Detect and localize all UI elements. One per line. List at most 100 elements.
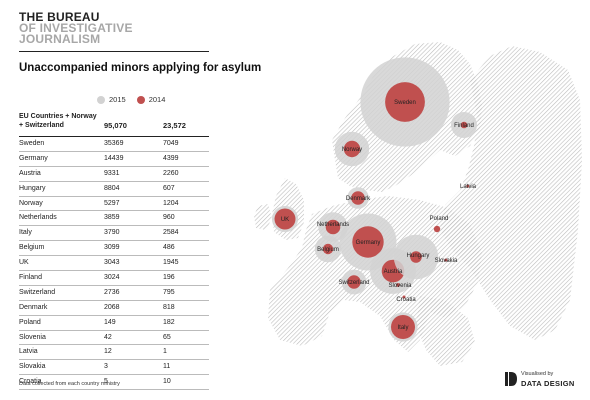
map-label-poland: Poland xyxy=(430,216,449,222)
header-rule xyxy=(19,51,209,52)
map-label-switzerland: Switzerland xyxy=(338,280,369,286)
legend-swatch-2014 xyxy=(136,95,145,104)
table-cell-v2015: 9331 xyxy=(104,169,120,177)
table-cell-country: Slovenia xyxy=(19,333,46,341)
table-cell-v2014: 7049 xyxy=(163,140,179,147)
table-cell-v2014: 11 xyxy=(163,363,171,371)
bubble-2014-netherlands xyxy=(325,219,341,235)
table-cell-v2014: 2584 xyxy=(163,229,179,237)
map-label-germany: Germany xyxy=(356,240,381,246)
table-row-netherlands: Netherlands 3859 960 xyxy=(19,211,209,227)
table-cell-v2014: 4399 xyxy=(163,154,179,162)
map-label-austria: Austria xyxy=(384,269,403,275)
table-row-switzerland: Switzerland 2736 795 xyxy=(19,286,209,301)
bubble-finland xyxy=(451,112,477,138)
map-label-uk: UK xyxy=(281,217,289,223)
table-cell-v2015: 5 xyxy=(104,378,108,386)
bubble-netherlands xyxy=(318,212,348,242)
table-cell-v2015: 3024 xyxy=(104,274,120,282)
legend-label-2015: 2015 xyxy=(109,95,126,104)
table-row-croatia: Croatia 5 10 xyxy=(19,375,209,391)
table-row-poland: Poland 149 182 xyxy=(19,316,209,331)
bubble-2014-germany xyxy=(352,226,384,258)
data-design-logo-icon xyxy=(505,372,517,386)
table-cell-v2015: 3859 xyxy=(104,214,120,222)
bubble-layer xyxy=(271,57,477,342)
table-cell-v2015: 8804 xyxy=(104,184,120,192)
table-cell-v2014: 196 xyxy=(163,274,175,282)
table-cell-country: UK xyxy=(19,259,29,267)
bubble-2014-latvia xyxy=(466,184,470,188)
table-cell-country: Italy xyxy=(19,229,32,237)
bubble-latvia xyxy=(466,184,470,188)
table-cell-country: Netherlands xyxy=(19,214,57,222)
footer-note: Data collected from each country ministr… xyxy=(19,381,120,387)
bubble-2014-italy xyxy=(391,315,415,339)
table-cell-v2014: 1945 xyxy=(163,259,179,267)
bubble-2014-norway xyxy=(343,140,361,158)
data-table: EU Countries + Norway + Switzerland 95,0… xyxy=(19,112,209,391)
total-2015: 95,070 xyxy=(104,121,127,130)
map-label-finland: Finland xyxy=(454,123,474,129)
bubble-slovakia xyxy=(444,258,448,262)
table-cell-v2014: 818 xyxy=(163,303,175,311)
bubble-switzerland xyxy=(341,269,367,295)
table-cell-country: Finland xyxy=(19,274,42,282)
page-title: Unaccompanied minors applying for asylum xyxy=(19,62,262,74)
table-cell-v2014: 1204 xyxy=(163,199,179,207)
bubble-uk xyxy=(271,205,299,233)
map-label-latvia: Latvia xyxy=(460,184,477,190)
map-label-hungary: Hungary xyxy=(407,253,430,259)
table-cell-v2014: 486 xyxy=(163,244,175,252)
table-row-belgium: Belgium 3099 486 xyxy=(19,241,209,257)
total-2014: 23,572 xyxy=(163,121,186,130)
bubble-croatia xyxy=(402,295,406,299)
table-cell-country: Hungary xyxy=(19,184,46,192)
table-row-hungary: Hungary 8804 607 xyxy=(19,182,209,197)
table-row-italy: Italy 3790 2584 xyxy=(19,226,209,242)
map-label-sweden: Sweden xyxy=(394,100,416,106)
map-label-belgium: Belgium xyxy=(317,247,339,253)
bubble-poland xyxy=(433,225,441,233)
table-row-germany: Germany 14439 4399 xyxy=(19,152,209,167)
map-label-italy: Italy xyxy=(397,325,408,331)
bubble-norway xyxy=(334,131,370,167)
map-label-norway: Norway xyxy=(342,147,362,153)
brand-line-3: JOURNALISM xyxy=(19,32,101,46)
bubble-2014-hungary xyxy=(410,251,422,263)
legend-item-2015: 2015 xyxy=(97,95,126,104)
bubble-2014-denmark xyxy=(351,191,365,205)
table-cell-v2015: 35369 xyxy=(104,140,124,147)
legend-item-2014: 2014 xyxy=(136,95,165,104)
table-row-denmark: Denmark 2068 818 xyxy=(19,301,209,316)
bubble-2014-slovakia xyxy=(444,258,448,262)
bubble-sweden xyxy=(360,57,450,147)
bubble-2014-uk xyxy=(274,208,296,230)
bubble-2014-sweden xyxy=(385,82,425,122)
table-cell-v2014: 607 xyxy=(163,184,175,192)
table-cell-v2015: 3099 xyxy=(104,244,120,252)
table-row-norway: Norway 5297 1204 xyxy=(19,197,209,212)
table-row-sweden: Sweden 35369 7049 xyxy=(19,137,209,152)
table-cell-v2014: 795 xyxy=(163,288,175,296)
map-label-slovakia: Slovakia xyxy=(435,258,458,264)
legend: 2015 2014 xyxy=(97,95,176,104)
bubble-2014-poland xyxy=(433,225,441,233)
table-cell-v2014: 182 xyxy=(163,318,175,326)
map-label-netherlands: Netherlands xyxy=(317,222,349,228)
table-body: Sweden 35369 7049 Germany 14439 4399 Austria 93… xyxy=(19,137,209,391)
map-label-slovenia: Slovenia xyxy=(388,283,412,289)
brand-line-1: THE BUREAU xyxy=(19,10,100,24)
table-cell-country: Austria xyxy=(19,169,41,177)
table-row-latvia: Latvia 12 1 xyxy=(19,345,209,361)
table-cell-v2015: 42 xyxy=(104,333,112,341)
table-cell-v2015: 5297 xyxy=(104,199,120,207)
table-cell-country: Latvia xyxy=(19,348,38,356)
table-cell-country: Poland xyxy=(19,318,41,326)
table-cell-v2015: 2736 xyxy=(104,288,120,296)
bubble-denmark xyxy=(347,187,369,209)
credit-visualised-by: Visualised by xyxy=(521,371,554,377)
table-cell-v2014: 960 xyxy=(163,214,175,222)
bubble-2014-slovenia xyxy=(396,283,400,287)
